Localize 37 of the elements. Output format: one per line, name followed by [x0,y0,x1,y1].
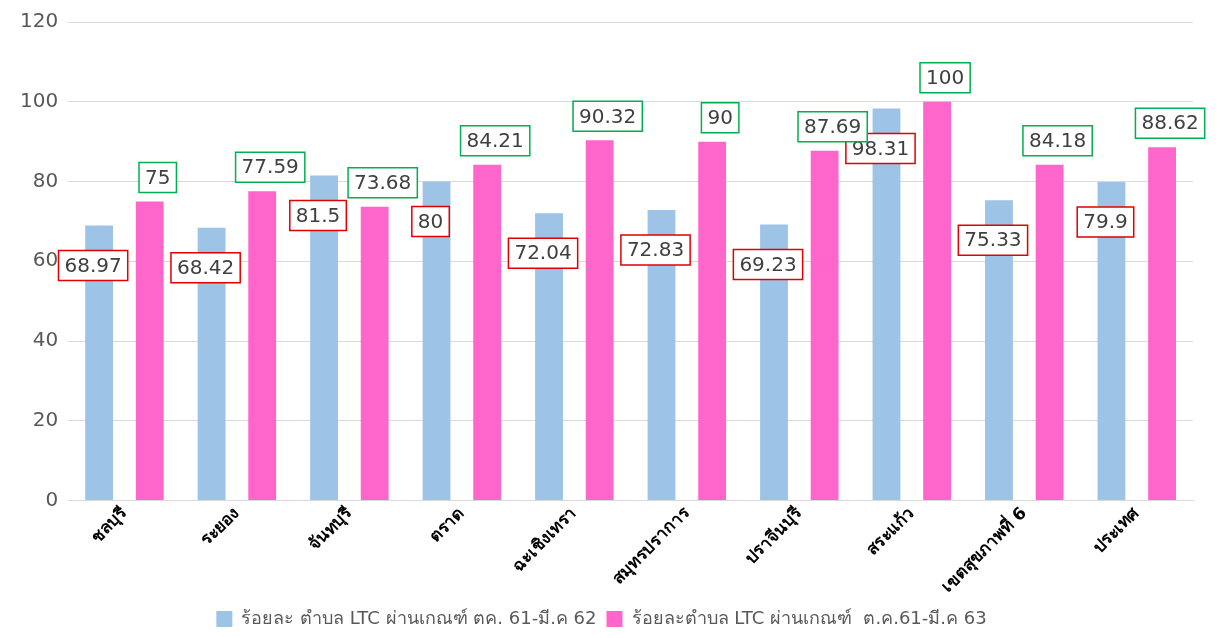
y-tick-label: 60 [32,247,59,272]
y-tick-label: 80 [32,167,59,192]
legend-label: ร้อยละ ตำบล LTC ผ่านเกณฑ์ ตค. 61-มี.ค 62 [241,606,597,628]
bar [1035,164,1064,501]
y-tick-label: 20 [32,407,59,431]
bar [698,141,727,501]
data-label: 69.23 [739,251,797,276]
bar [473,164,502,501]
data-label: 68.97 [64,252,122,277]
bar [810,150,839,501]
data-label: 90.32 [579,103,637,128]
data-label: 84.18 [1028,128,1087,153]
y-tick-label: 40 [32,327,59,352]
data-label: 79.9 [1083,209,1128,234]
data-label: 88.62 [1141,110,1199,135]
bar [1148,147,1176,501]
data-label: 72.83 [626,237,685,262]
data-label: 72.04 [514,240,572,265]
data-label: 68.42 [176,254,235,279]
data-label: 81.5 [295,202,341,227]
bar [923,101,952,501]
y-tick-label: 120 [19,8,59,33]
data-label: 84.21 [466,127,524,152]
data-label: 77.59 [241,154,299,179]
data-label: 75 [145,164,171,189]
y-tick-label: 100 [19,87,59,112]
legend-label: ร้อยละตำบล LTC ผ่านเกณฑ์ ต.ค.61-มี.ค 63 [631,606,987,628]
data-label: 90 [707,104,733,129]
y-tick-label: 0 [45,486,59,511]
bar [360,206,389,501]
data-label: 80 [417,208,444,233]
bar [135,201,164,501]
data-label: 73.68 [354,169,412,194]
data-label: 100 [926,64,965,89]
bar [585,140,614,501]
data-label: 75.33 [964,227,1022,252]
bar [248,191,277,501]
